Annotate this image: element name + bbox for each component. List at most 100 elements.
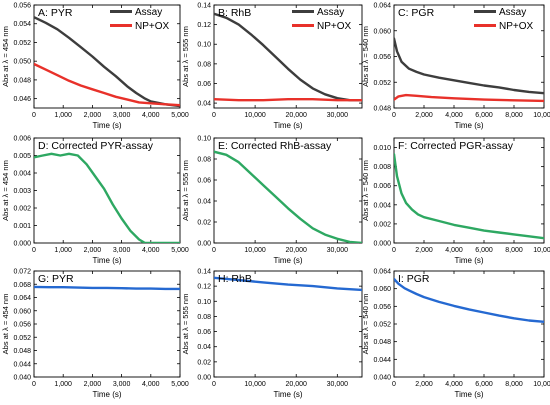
- series-line-data: [34, 152, 180, 243]
- y-tick-label: 0.004: [373, 202, 391, 209]
- x-tick-label: 5,000: [171, 381, 189, 388]
- legend-label: NP+OX: [499, 21, 534, 32]
- y-tick-label: 0.060: [373, 28, 391, 35]
- y-tick-label: 0.06: [197, 329, 211, 336]
- x-tick-label: 1,000: [54, 381, 72, 388]
- y-tick-label: 0.06: [197, 178, 211, 185]
- panel-title: A: PYR: [38, 7, 73, 19]
- y-tick-label: 0.052: [13, 40, 31, 47]
- y-tick-label: 0.056: [373, 54, 391, 61]
- y-tick-label: 0.12: [197, 284, 211, 291]
- y-tick-label: 0.048: [373, 106, 391, 113]
- y-tick-label: 0.04: [197, 101, 211, 108]
- y-tick-label: 0.10: [197, 42, 211, 49]
- y-tick-label: 0.052: [13, 335, 31, 342]
- x-tick-label: 8,000: [505, 381, 523, 388]
- y-tick-label: 0.004: [13, 171, 31, 178]
- y-tick-label: 0.008: [373, 164, 391, 171]
- x-tick-label: 0: [392, 112, 396, 119]
- x-tick-label: 10,000: [533, 247, 550, 254]
- plot-frame: [393, 137, 545, 244]
- plot-frame: [33, 4, 181, 109]
- y-axis-label: Abs at λ = 555 nm: [181, 26, 190, 87]
- panel-e: 0 10,000 20,000 30,000 0.00 0.02 0.04 0.06 0.08 0…: [181, 136, 363, 265]
- legend-label: NP+OX: [135, 21, 170, 32]
- x-tick-label: 2,000: [415, 112, 433, 119]
- x-tick-label: 1,000: [54, 112, 72, 119]
- x-tick-label: 30,000: [327, 247, 349, 254]
- series-line-np-ox: [394, 93, 544, 103]
- x-tick-label: 10,000: [244, 247, 266, 254]
- y-tick-label: 0.054: [13, 21, 31, 28]
- y-tick-label: 0.14: [197, 269, 211, 276]
- y-tick-label: 0.064: [13, 295, 31, 302]
- series-line-data: [214, 150, 362, 243]
- y-tick-label: 0.000: [13, 241, 31, 248]
- y-axis-label: Abs at λ = 540 nm: [361, 294, 370, 355]
- y-tick-label: 0.001: [13, 223, 31, 230]
- x-tick-label: 4,000: [445, 381, 463, 388]
- x-axis-label: Time (s): [92, 256, 121, 265]
- x-tick-label: 20,000: [286, 112, 308, 119]
- legend-label: Assay: [499, 7, 526, 18]
- x-tick-label: 8,000: [505, 247, 523, 254]
- y-tick-label: 0.02: [197, 359, 211, 366]
- series-line-data: [34, 285, 180, 291]
- y-axis-label: Abs at λ = 540 nm: [361, 26, 370, 87]
- panel-title: H: RhB: [218, 273, 252, 285]
- x-tick-label: 0: [32, 112, 36, 119]
- y-tick-label: 0.02: [197, 220, 211, 227]
- x-tick-label: 30,000: [327, 381, 349, 388]
- y-tick-label: 0.068: [13, 282, 31, 289]
- x-axis-label: Time (s): [273, 121, 302, 130]
- panel-title: G: PYR: [38, 273, 74, 285]
- x-tick-label: 3,000: [113, 381, 131, 388]
- legend-label: Assay: [317, 7, 344, 18]
- panel-g: 0 1,000 2,000 3,000 4,000 5,000 0.040 0.044 0.04…: [1, 269, 189, 400]
- panel-c: 0 2,000 4,000 6,000 8,000 10,000 0.048 0.052 0.0…: [361, 3, 550, 131]
- panel-title: E: Corrected RhB-assay: [218, 140, 332, 152]
- x-tick-label: 6,000: [475, 381, 493, 388]
- panel-title: D: Corrected PYR-assay: [38, 140, 154, 152]
- x-tick-label: 1,000: [54, 247, 72, 254]
- x-axis-label: Time (s): [92, 390, 121, 399]
- plot-frame: [213, 137, 363, 244]
- y-tick-label: 0.005: [13, 153, 31, 160]
- x-tick-label: 2,000: [415, 247, 433, 254]
- y-tick-label: 0.052: [373, 80, 391, 87]
- panel-b: 0 10,000 20,000 30,000 0.04 0.06 0.08 0.10 0.12 0…: [181, 3, 363, 130]
- x-tick-label: 3,000: [113, 247, 131, 254]
- x-axis-label: Time (s): [454, 390, 483, 399]
- x-tick-label: 0: [392, 247, 396, 254]
- y-tick-label: 0.00: [197, 375, 211, 382]
- y-tick-label: 0.064: [373, 269, 391, 276]
- x-tick-label: 5,000: [171, 112, 189, 119]
- x-tick-label: 20,000: [286, 247, 308, 254]
- panel-f: 0 2,000 4,000 6,000 8,000 10,000 0.000 0.002 0.0…: [361, 137, 550, 265]
- y-tick-label: 0.14: [197, 3, 211, 10]
- y-tick-label: 0.12: [197, 22, 211, 29]
- panel-title: B: RhB: [218, 7, 251, 19]
- y-tick-label: 0.044: [13, 361, 31, 368]
- y-tick-label: 0.048: [13, 77, 31, 84]
- x-tick-label: 0: [212, 381, 216, 388]
- y-tick-label: 0.072: [13, 269, 31, 276]
- y-tick-label: 0.006: [13, 136, 31, 143]
- y-tick-label: 0.002: [373, 221, 391, 228]
- panel-d: 0 1,000 2,000 3,000 4,000 5,000 0.000 0.001 0.00…: [1, 136, 189, 266]
- y-tick-label: 0.10: [197, 136, 211, 143]
- x-axis-label: Time (s): [454, 256, 483, 265]
- series-line-assay: [394, 37, 544, 95]
- x-tick-label: 20,000: [286, 381, 308, 388]
- y-tick-label: 0.040: [13, 375, 31, 382]
- y-tick-label: 0.056: [13, 3, 31, 10]
- x-tick-label: 4,000: [142, 381, 160, 388]
- x-tick-label: 2,000: [84, 112, 102, 119]
- y-tick-label: 0.00: [197, 241, 211, 248]
- series-line-data: [394, 277, 544, 323]
- plot-frame: [213, 4, 363, 109]
- y-tick-label: 0.06: [197, 81, 211, 88]
- y-axis-label: Abs at λ = 454 nm: [1, 160, 10, 221]
- x-tick-label: 4,000: [445, 112, 463, 119]
